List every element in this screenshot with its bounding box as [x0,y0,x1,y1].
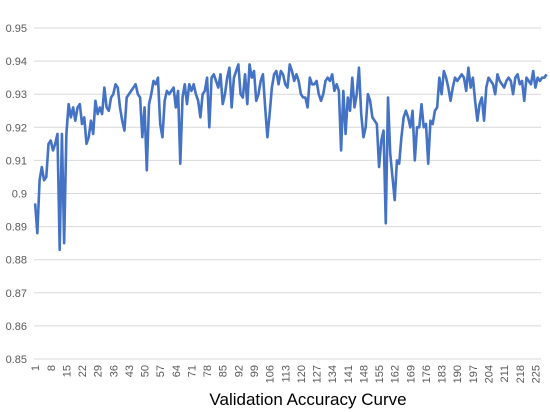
x-tick-label: 71 [186,365,198,377]
x-tick-label: 134 [327,365,339,383]
series-line [33,63,548,252]
x-tick-label: 106 [265,365,277,383]
gridlines [34,27,541,360]
x-tick-label: 15 [61,365,73,377]
y-tick-label: 0.94 [6,56,27,68]
x-tick-label: 1 [30,365,42,371]
x-tick-label: 141 [343,365,355,383]
x-tick-label: 197 [468,365,480,383]
y-tick-label: 0.89 [6,222,27,234]
y-tick-label: 0.86 [6,321,27,333]
y-tick-label: 0.9 [12,189,27,201]
x-tick-label: 36 [108,365,120,377]
y-tick-label: 0.91 [6,155,27,167]
x-tick-label: 183 [437,365,449,383]
y-tick-label: 0.92 [6,122,27,134]
x-tick-label: 120 [296,365,308,383]
x-tick-label: 43 [124,365,136,377]
x-tick-label: 225 [530,365,542,383]
x-axis-label: Validation Accuracy Curve [209,390,406,409]
x-tick-label: 155 [374,365,386,383]
x-tick-label: 190 [452,365,464,383]
x-tick-label: 148 [358,365,370,383]
y-tick-label: 0.93 [6,89,27,101]
x-tick-label: 218 [515,365,527,383]
x-tick-label: 64 [171,365,183,377]
x-tick-label: 204 [484,365,496,383]
x-tick-label: 85 [218,365,230,377]
x-tick-label: 50 [140,365,152,377]
y-tick-label: 0.88 [6,255,27,267]
x-tick-label: 176 [421,365,433,383]
x-tick-label: 99 [249,365,261,377]
x-tick-label: 92 [233,365,245,377]
x-tick-label: 29 [93,365,105,377]
x-tick-label: 113 [280,365,292,383]
x-tick-label: 22 [77,365,89,377]
y-tick-label: 0.85 [6,354,27,366]
x-tick-label: 169 [405,365,417,383]
x-tick-label: 127 [312,365,324,383]
y-tick-label: 0.95 [6,23,27,35]
y-axis-tick-labels: 0.85 0.86 0.87 0.88 0.89 0.9 0.91 0.92 0.93 0.94 0… [6,23,27,366]
x-axis-tick-labels: 1 8 15 22 29 36 43 50 57 64 71 78 85 92 99 106 113 120 127… [30,365,542,383]
y-tick-label: 0.87 [6,288,27,300]
x-tick-label: 8 [46,365,58,371]
x-tick-label: 78 [202,365,214,377]
x-tick-label: 162 [390,365,402,383]
x-tick-label: 57 [155,365,167,377]
x-tick-label: 211 [499,365,511,383]
